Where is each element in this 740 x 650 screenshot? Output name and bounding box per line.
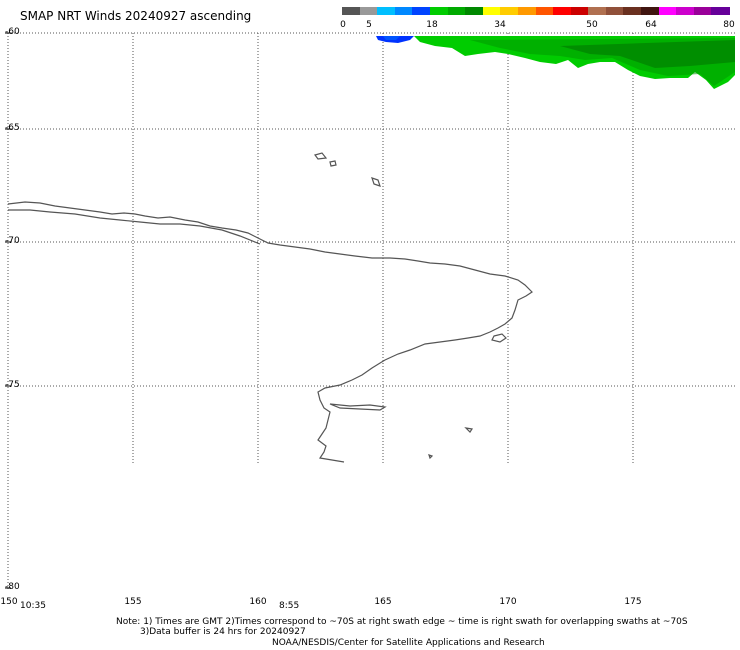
colorbar-segment (447, 7, 466, 15)
note-line-2: 3)Data buffer is 24 hrs for 20240927 (140, 627, 306, 637)
wind-swath (376, 36, 735, 89)
latitude-gridlines (8, 32, 735, 387)
lat-label-65: -65 (5, 123, 20, 133)
swath-time-label: 10:35 (20, 601, 46, 611)
colorbar-segment (676, 7, 695, 15)
lat-label-60: -60 (5, 27, 20, 37)
colorbar-segment (517, 7, 537, 15)
colorbar-segment (465, 7, 484, 15)
colorbar-segment (658, 7, 677, 15)
lon-label-160: 160 (249, 597, 267, 607)
swath-time-label: 8:55 (279, 601, 300, 611)
colorbar-label: 80 (723, 20, 735, 30)
colorbar-segment (500, 7, 519, 15)
colorbar-segment (693, 7, 712, 15)
lon-label-170: 170 (499, 597, 517, 607)
map-title: SMAP NRT Winds 20240927 ascending (20, 9, 252, 23)
axis-ticks (5, 32, 11, 589)
colorbar-label: 18 (426, 20, 438, 30)
colorbar-segment (342, 7, 361, 15)
colorbar-label: 5 (366, 20, 372, 30)
lat-label-75: -75 (5, 380, 20, 390)
colorbar-segment (553, 7, 572, 15)
colorbar-segment (377, 7, 396, 15)
note-line-1: Note: 1) Times are GMT 2)Times correspon… (116, 617, 688, 627)
colorbar-segment (588, 7, 607, 15)
colorbar-segment (412, 7, 431, 15)
colorbar-segment (711, 7, 730, 15)
colorbar-segment (570, 7, 589, 15)
colorbar-segment (641, 7, 660, 15)
colorbar-label: 0 (340, 20, 346, 30)
lon-label-155: 155 (124, 597, 142, 607)
colorbar-segment (623, 7, 642, 15)
colorbar-segment (429, 7, 449, 15)
credit-line: NOAA/NESDIS/Center for Satellite Applica… (272, 638, 545, 648)
longitude-gridlines (7, 33, 634, 590)
lat-label-80: -80 (5, 582, 20, 592)
colorbar-label: 50 (586, 20, 598, 30)
coastline (7, 152, 533, 463)
lon-label-150: 150 (0, 597, 18, 607)
colorbar-segment (394, 7, 413, 15)
colorbar-segment (605, 7, 625, 15)
colorbar-label: 34 (494, 20, 506, 30)
lat-label-70: -70 (5, 236, 20, 246)
colorbar-segment (359, 7, 378, 15)
lon-label-175: 175 (624, 597, 642, 607)
lon-label-165: 165 (374, 597, 392, 607)
colorbar-segment (535, 7, 554, 15)
colorbar-segment (482, 7, 501, 15)
colorbar-label: 64 (645, 20, 657, 30)
